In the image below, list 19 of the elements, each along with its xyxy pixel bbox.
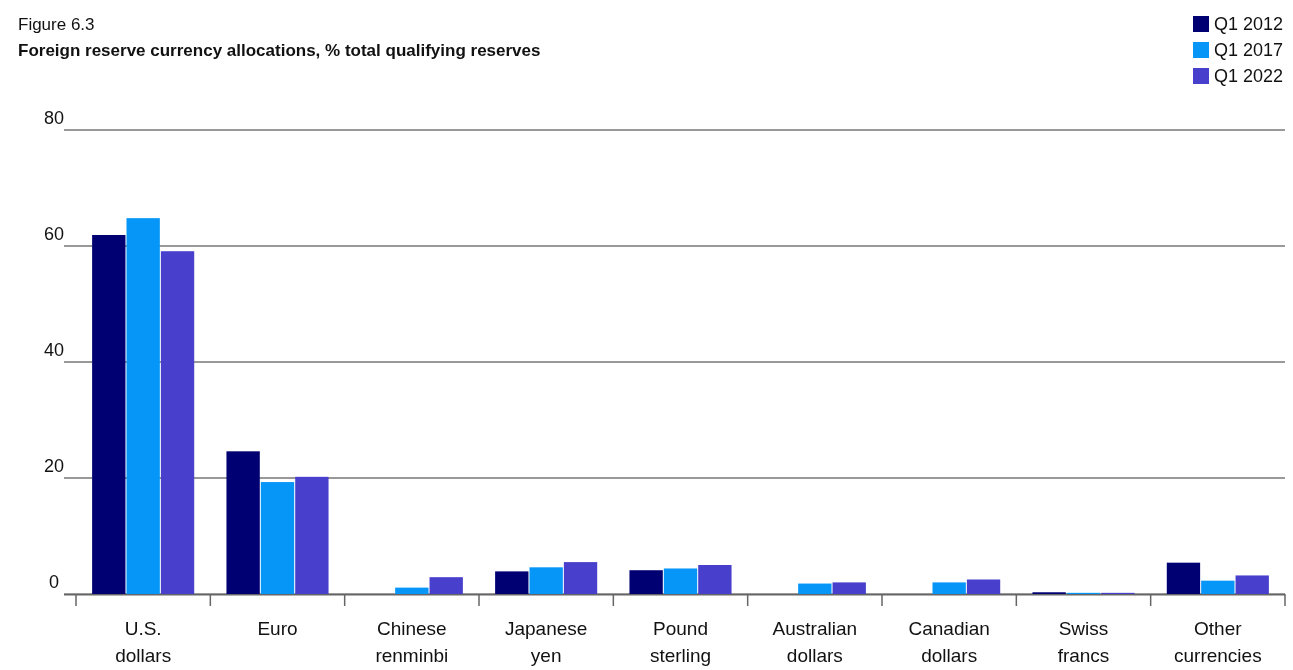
x-tick-label: Canadian dollars bbox=[908, 618, 990, 666]
y-tick-label: 60 bbox=[43, 224, 65, 244]
y-tick-label: 80 bbox=[43, 108, 65, 128]
caption: Figure 6.3 bbox=[18, 15, 95, 34]
y-tick-label: 20 bbox=[43, 456, 65, 476]
x-tick-label: Pound sterling bbox=[649, 618, 712, 666]
legend-label: Q1 2022 bbox=[1214, 66, 1284, 86]
x-tick-label: U.S. dollars bbox=[115, 618, 172, 666]
x-tick-label: Other currencies bbox=[1174, 618, 1262, 666]
chart-title: Foreign reserve currency allocations, % total qualifying reserves bbox=[18, 41, 541, 60]
x-tick-label: Japanese yen bbox=[504, 618, 588, 666]
x-tick-label: Chinese renminbi bbox=[375, 618, 449, 666]
y-tick-label: 0 bbox=[48, 572, 60, 592]
legend-label: Q1 2017 bbox=[1214, 40, 1284, 60]
x-tick-label: Euro bbox=[257, 618, 298, 639]
y-tick-label: 40 bbox=[43, 340, 65, 360]
x-tick-label: Swiss francs bbox=[1057, 618, 1110, 666]
legend-label: Q1 2012 bbox=[1214, 14, 1284, 34]
x-tick-label: Australian dollars bbox=[772, 618, 858, 666]
